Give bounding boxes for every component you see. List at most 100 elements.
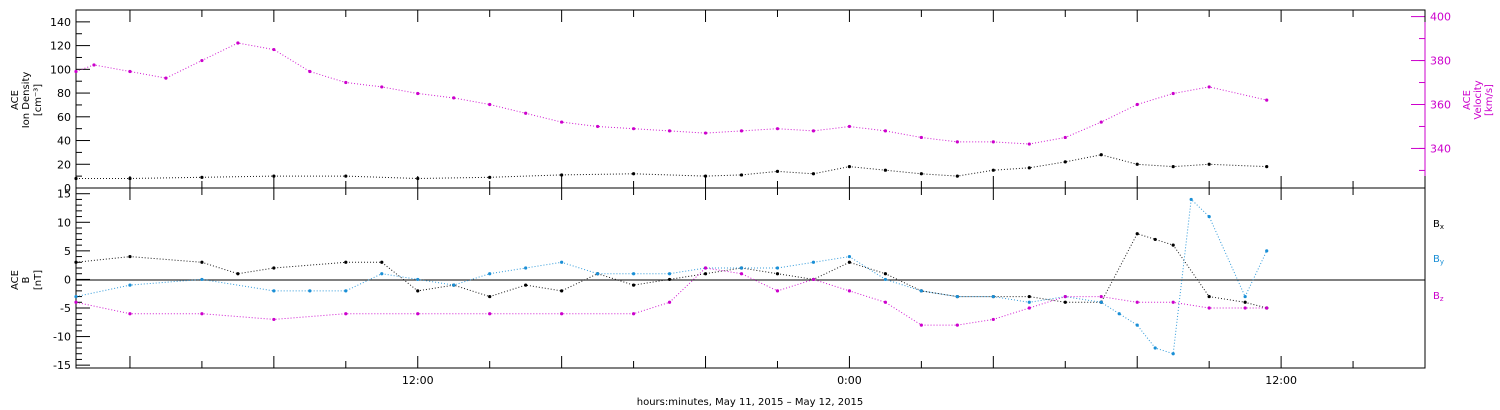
bz-point bbox=[631, 312, 636, 316]
bx-point bbox=[1063, 300, 1067, 304]
velocity-point bbox=[739, 129, 744, 133]
by-point bbox=[488, 272, 492, 276]
velocity-point bbox=[1265, 98, 1269, 102]
by-point bbox=[1171, 352, 1175, 356]
density-point bbox=[991, 168, 995, 172]
density-axis-label-line1: ACE bbox=[10, 90, 21, 110]
bx-point bbox=[703, 272, 708, 276]
x-tick-label: 12:00 bbox=[1265, 374, 1297, 387]
b-tick-label: 15 bbox=[57, 188, 71, 201]
velocity-tick-label: 400 bbox=[1430, 11, 1451, 24]
bz-point bbox=[667, 300, 672, 304]
bx-point bbox=[1135, 232, 1139, 236]
density-point bbox=[775, 169, 780, 173]
velocity-point bbox=[488, 102, 492, 107]
bz-point bbox=[128, 312, 132, 316]
velocity-point bbox=[883, 129, 888, 133]
by-point bbox=[1153, 346, 1157, 350]
by-point bbox=[631, 272, 636, 276]
bz-point bbox=[344, 312, 348, 316]
bz-point-trace bbox=[75, 267, 1267, 326]
velocity-axis-label-line3: [km/s] bbox=[1484, 84, 1495, 116]
bx-point-trace bbox=[75, 233, 1267, 309]
velocity-point bbox=[416, 91, 420, 96]
bz-point bbox=[1265, 306, 1269, 310]
velocity-point bbox=[775, 127, 780, 131]
velocity-point bbox=[811, 129, 816, 133]
density-point bbox=[344, 174, 348, 178]
bz-point bbox=[919, 323, 923, 327]
b-tick-label: 5 bbox=[64, 245, 71, 258]
bz-point bbox=[416, 312, 420, 316]
velocity-point bbox=[1207, 85, 1211, 89]
bz-point bbox=[200, 312, 204, 316]
density-tick-label: 20 bbox=[57, 158, 71, 171]
bx-point bbox=[380, 260, 384, 264]
velocity-point bbox=[847, 124, 852, 129]
velocity-tick-label: 360 bbox=[1430, 98, 1451, 111]
density-point bbox=[416, 176, 420, 181]
by-point bbox=[596, 272, 600, 276]
bx-point bbox=[236, 272, 240, 276]
density-point bbox=[200, 175, 204, 179]
velocity-point bbox=[596, 124, 600, 129]
by-point bbox=[919, 289, 923, 293]
b-tick-label: -5 bbox=[60, 302, 71, 315]
density-point bbox=[1027, 166, 1031, 170]
x-tick-label: 12:00 bbox=[402, 374, 434, 387]
bz-point bbox=[272, 317, 276, 322]
by-point bbox=[1099, 300, 1103, 304]
bz-point bbox=[955, 323, 959, 327]
b-tick-label: -10 bbox=[53, 331, 71, 344]
bx-point bbox=[667, 277, 672, 282]
velocity-tick-label: 340 bbox=[1430, 142, 1451, 155]
bz-point bbox=[488, 312, 492, 316]
bx-point bbox=[524, 283, 528, 287]
bx-point bbox=[1153, 237, 1157, 242]
velocity-point bbox=[74, 69, 78, 74]
bx-point bbox=[272, 266, 276, 270]
velocity-point bbox=[631, 127, 636, 131]
velocity-tick-label: 380 bbox=[1430, 55, 1451, 68]
bx-point bbox=[1027, 294, 1031, 299]
by-point bbox=[1189, 197, 1193, 202]
data-marks bbox=[74, 41, 1269, 356]
bottom-panel-frame bbox=[75, 187, 1426, 369]
velocity-point bbox=[703, 131, 708, 135]
b-tick-label: -15 bbox=[53, 359, 71, 372]
legend-bx: Bx bbox=[1433, 219, 1444, 231]
bz-point bbox=[1243, 306, 1247, 310]
density-tick-label: 60 bbox=[57, 111, 71, 124]
bz-point bbox=[775, 289, 780, 293]
density-tick-label: 80 bbox=[57, 87, 71, 100]
density-point bbox=[560, 173, 564, 177]
b-tick-label: 0 bbox=[64, 273, 71, 286]
by-point bbox=[308, 289, 312, 293]
density-point bbox=[739, 173, 744, 177]
velocity-axis-label-line2: Velocity bbox=[1473, 80, 1484, 119]
legend-by: By bbox=[1433, 254, 1444, 266]
density-point-trace bbox=[76, 154, 1267, 180]
density-tick-label: 0 bbox=[64, 182, 71, 195]
velocity-point bbox=[919, 135, 923, 140]
by-point bbox=[739, 266, 744, 270]
velocity-point-trace bbox=[75, 42, 1267, 145]
velocity-point bbox=[92, 63, 96, 67]
bz-point bbox=[74, 300, 78, 304]
density-axis-label-line3: [cm⁻³] bbox=[33, 84, 44, 116]
by-point bbox=[128, 283, 132, 287]
by-point bbox=[667, 272, 672, 276]
bx-point bbox=[488, 294, 492, 299]
axis-ticks: 0 20 40 60 80 100 120 140 340 360 380 400 -15 -10 -5 0 5… bbox=[50, 10, 1451, 387]
x-axis-label: hours:minutes, May 11, 2015 – May 12, 20… bbox=[637, 397, 863, 408]
density-tick-label: 120 bbox=[50, 40, 71, 53]
bz-point bbox=[811, 277, 816, 282]
density-point bbox=[811, 172, 816, 176]
density-tick-label: 100 bbox=[50, 63, 71, 76]
bz-point bbox=[560, 312, 564, 316]
by-point bbox=[775, 266, 780, 270]
velocity-point bbox=[128, 69, 132, 74]
by-point-trace bbox=[75, 198, 1268, 355]
